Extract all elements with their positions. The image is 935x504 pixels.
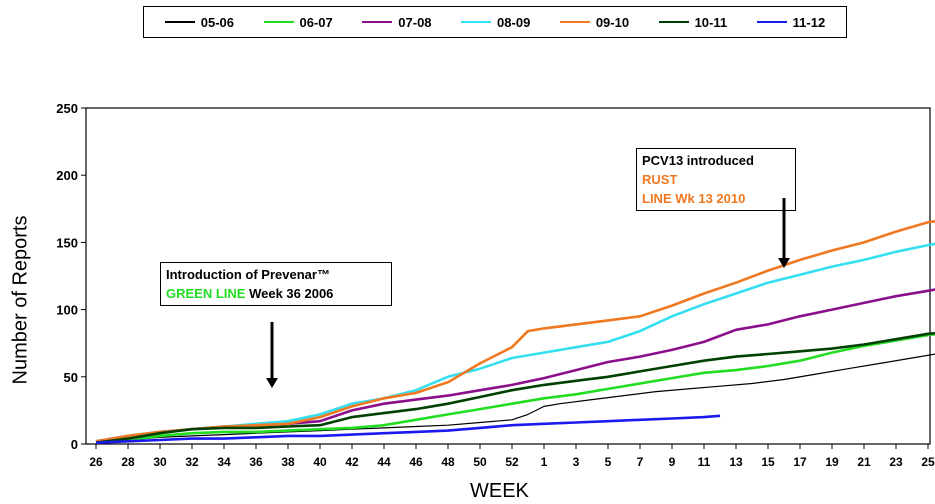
x-tick-label: 11 [698,455,711,469]
legend-item-09-10: 09-10 [559,14,630,30]
x-tick-label: 23 [889,455,903,469]
legend-item-10-11: 10-11 [658,14,728,30]
plot-area [85,107,931,445]
y-tick-label: 250 [56,101,78,116]
x-tick-label: 38 [281,455,295,469]
x-tick-label: 19 [825,455,839,469]
legend-swatch [164,21,195,23]
prevenar-callout-week: Week 36 2006 [245,286,334,301]
x-tick-label: 30 [153,455,167,469]
pcv13-callout-rust-line: LINE Wk 13 2010 [642,191,746,206]
pcv13-callout: PCV13 introduced RUST LINE Wk 13 2010 [636,148,796,211]
prevenar-callout: Introduction of Prevenar™ GREEN LINE Wee… [160,262,392,306]
annotation-arrowhead-2 [778,258,790,268]
x-tick-label: 40 [313,455,327,469]
series-line-07-08 [95,288,935,443]
y-tick-label: 100 [56,303,78,318]
prevenar-callout-text-1: Introduction of Prevenar™ [166,267,330,282]
x-tick-label: 42 [345,455,359,469]
legend-item-11-12: 11-12 [756,14,826,30]
pcv13-callout-line-2: LINE Wk 13 2010 [642,189,790,208]
x-tick-label: 48 [441,455,455,469]
legend-label: 06-07 [299,14,333,30]
legend-label: 07-08 [398,14,432,30]
legend-item-06-07: 06-07 [263,14,333,30]
chart-legend: 05-06 06-07 07-08 08-09 09-10 10-11 11-12 [143,6,847,38]
x-tick-label: 15 [761,455,775,469]
legend-swatch [263,21,294,23]
x-tick-label: 25 [921,455,935,469]
legend-item-08-09: 08-09 [461,15,530,30]
legend-label: 10-11 [694,14,728,30]
series-line-10-11 [95,331,935,444]
x-tick-label: 36 [249,455,263,469]
legend-swatch [461,21,492,23]
pcv13-callout-text-1: PCV13 introduced [642,153,754,168]
series-line-11-12 [95,414,721,444]
pcv13-callout-line-1: PCV13 introduced RUST [642,151,790,189]
x-tick-label: 13 [729,455,743,469]
x-tick-label: 17 [793,455,807,469]
y-tick-label: 50 [64,370,78,385]
series-line-05-06 [95,353,935,444]
x-axis-label: WEEK [470,480,529,502]
x-tick-label: 28 [121,455,135,469]
x-tick-label: 7 [637,455,644,469]
x-tick-label: 5 [605,455,612,469]
x-tick-label: 34 [217,455,231,469]
legend-label: 08-09 [497,14,531,30]
series-line-08-09 [95,242,935,443]
series-line-09-10 [95,220,935,443]
x-tick-label: 46 [409,455,423,469]
legend-label: 11-12 [792,14,826,30]
legend-label: 09-10 [595,14,630,30]
prevenar-callout-line-2: GREEN LINE Week 36 2006 [166,284,386,303]
y-tick-label: 150 [56,235,78,250]
x-tick-label: 9 [669,455,676,469]
pcv13-callout-rust: RUST [642,172,678,187]
x-tick-label: 50 [473,455,487,469]
prevenar-callout-line-1: Introduction of Prevenar™ [166,265,386,284]
annotation-arrowhead-1 [266,378,278,388]
legend-item-05-06: 05-06 [164,14,234,30]
x-tick-label: 21 [857,455,871,469]
x-tick-label: 32 [185,455,199,469]
legend-swatch [559,21,590,23]
x-tick-label: 1 [541,455,548,469]
x-tick-label: 44 [377,455,391,469]
y-tick-label: 0 [71,437,78,452]
legend-label: 05-06 [200,14,234,30]
legend-swatch [362,21,393,23]
prevenar-callout-green-line: GREEN LINE [166,286,246,301]
legend-swatch [658,21,689,23]
x-tick-label: 52 [505,455,519,469]
legend-item-07-08: 07-08 [362,14,432,30]
x-tick-label: 3 [573,455,580,469]
x-tick-label: 26 [89,455,103,469]
y-tick-label: 200 [56,168,78,183]
legend-swatch [756,21,787,23]
series-line-06-07 [95,332,935,444]
